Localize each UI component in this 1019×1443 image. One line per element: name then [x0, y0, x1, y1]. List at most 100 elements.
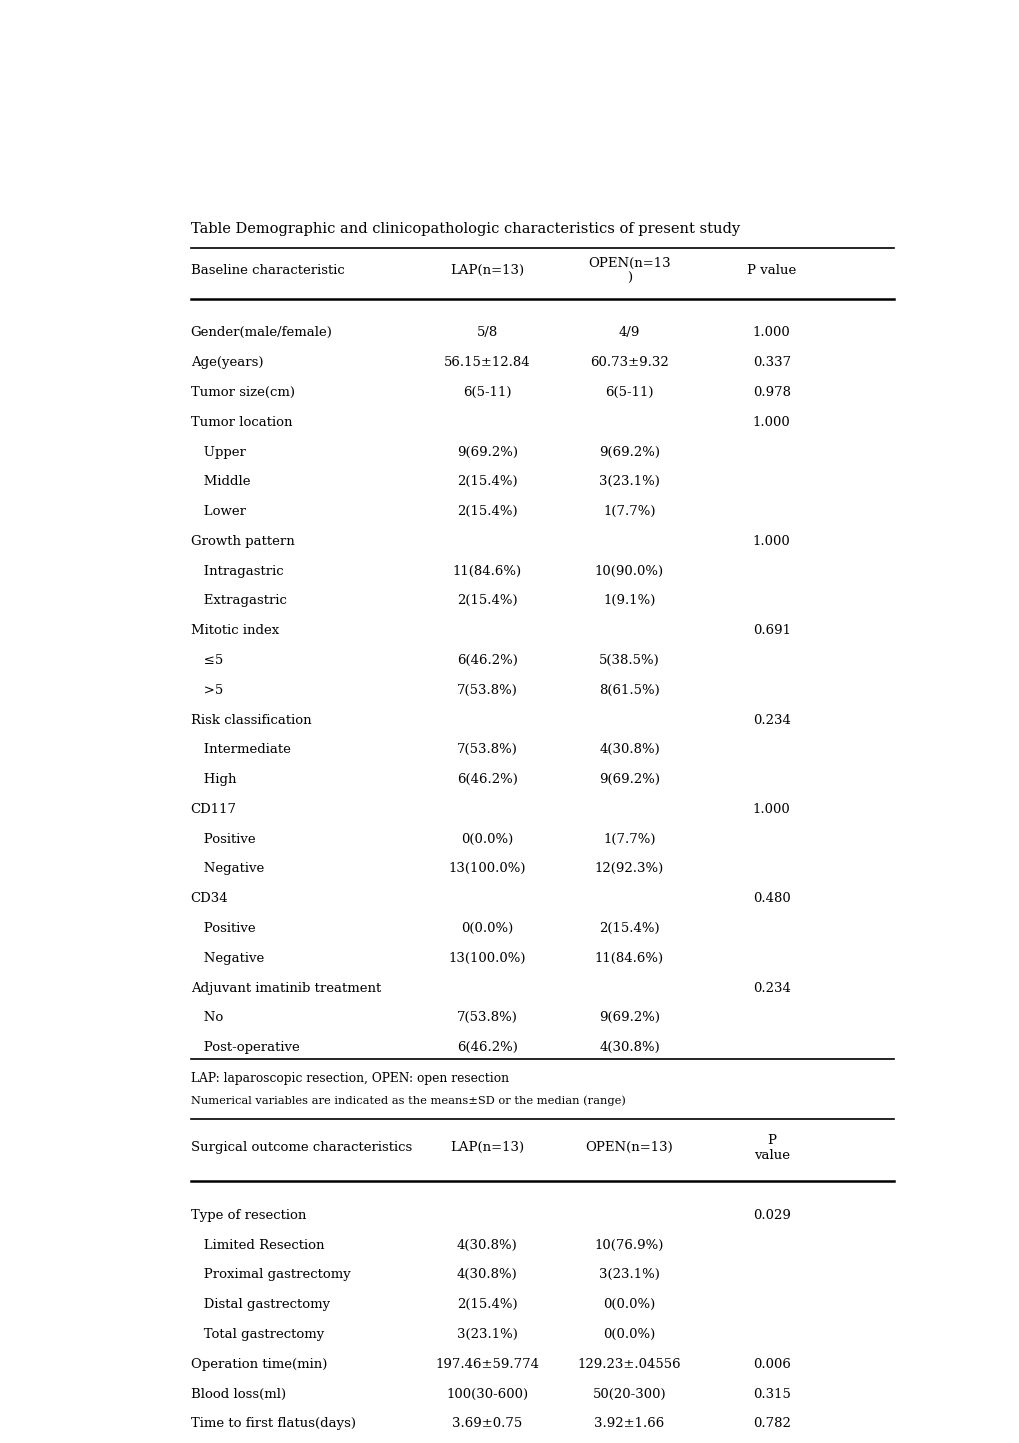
Text: Limited Resection: Limited Resection [191, 1238, 324, 1251]
Text: Middle: Middle [191, 475, 250, 488]
Text: 2(15.4%): 2(15.4%) [457, 505, 517, 518]
Text: LAP(n=13): LAP(n=13) [449, 264, 524, 277]
Text: 0(0.0%): 0(0.0%) [461, 922, 513, 935]
Text: Gender(male/female): Gender(male/female) [191, 326, 332, 339]
Text: P value: P value [746, 264, 796, 277]
Text: 0.315: 0.315 [752, 1388, 790, 1401]
Text: ≤5: ≤5 [191, 654, 223, 667]
Text: Positive: Positive [191, 922, 255, 935]
Text: >5: >5 [191, 684, 223, 697]
Text: 7(53.8%): 7(53.8%) [457, 1012, 517, 1025]
Text: 3(23.1%): 3(23.1%) [598, 1268, 659, 1281]
Text: Risk classification: Risk classification [191, 713, 311, 726]
Text: 9(69.2%): 9(69.2%) [598, 446, 659, 459]
Text: 50(20-300): 50(20-300) [592, 1388, 665, 1401]
Text: 7(53.8%): 7(53.8%) [457, 684, 517, 697]
Text: Lower: Lower [191, 505, 246, 518]
Text: 3.92±1.66: 3.92±1.66 [594, 1417, 664, 1430]
Text: 10(90.0%): 10(90.0%) [594, 564, 663, 577]
Text: 56.15±12.84: 56.15±12.84 [443, 356, 530, 369]
Text: Distal gastrectomy: Distal gastrectomy [191, 1299, 329, 1312]
Text: 10(76.9%): 10(76.9%) [594, 1238, 663, 1251]
Text: Numerical variables are indicated as the means±SD or the median (range): Numerical variables are indicated as the… [191, 1095, 625, 1107]
Text: Blood loss(ml): Blood loss(ml) [191, 1388, 285, 1401]
Text: Positive: Positive [191, 833, 255, 846]
Text: 9(69.2%): 9(69.2%) [598, 773, 659, 786]
Text: Extragastric: Extragastric [191, 595, 286, 608]
Text: CD117: CD117 [191, 802, 236, 815]
Text: Mitotic index: Mitotic index [191, 625, 279, 638]
Text: 1.000: 1.000 [752, 326, 790, 339]
Text: 1.000: 1.000 [752, 416, 790, 429]
Text: No: No [191, 1012, 223, 1025]
Text: 12(92.3%): 12(92.3%) [594, 863, 663, 876]
Text: 0(0.0%): 0(0.0%) [461, 833, 513, 846]
Text: Table Demographic and clinicopathologic characteristics of present study: Table Demographic and clinicopathologic … [191, 222, 739, 237]
Text: Proximal gastrectomy: Proximal gastrectomy [191, 1268, 351, 1281]
Text: 6(5-11): 6(5-11) [463, 385, 511, 400]
Text: 6(46.2%): 6(46.2%) [457, 773, 517, 786]
Text: Tumor size(cm): Tumor size(cm) [191, 385, 294, 400]
Text: 6(46.2%): 6(46.2%) [457, 1040, 517, 1053]
Text: 8(61.5%): 8(61.5%) [598, 684, 659, 697]
Text: OPEN(n=13
): OPEN(n=13 ) [588, 257, 671, 284]
Text: 11(84.6%): 11(84.6%) [452, 564, 522, 577]
Text: 1(9.1%): 1(9.1%) [602, 595, 655, 608]
Text: Time to first flatus(days): Time to first flatus(days) [191, 1417, 356, 1430]
Text: 0.978: 0.978 [752, 385, 790, 400]
Text: P
value: P value [753, 1134, 789, 1162]
Text: 2(15.4%): 2(15.4%) [457, 595, 517, 608]
Text: Total gastrectomy: Total gastrectomy [191, 1328, 324, 1341]
Text: 2(15.4%): 2(15.4%) [598, 922, 659, 935]
Text: 3.69±0.75: 3.69±0.75 [451, 1417, 522, 1430]
Text: 13(100.0%): 13(100.0%) [448, 863, 526, 876]
Text: Negative: Negative [191, 863, 264, 876]
Text: 9(69.2%): 9(69.2%) [598, 1012, 659, 1025]
Text: 11(84.6%): 11(84.6%) [594, 952, 663, 965]
Text: OPEN(n=13): OPEN(n=13) [585, 1141, 673, 1154]
Text: Intermediate: Intermediate [191, 743, 290, 756]
Text: Baseline characteristic: Baseline characteristic [191, 264, 344, 277]
Text: 0.691: 0.691 [752, 625, 790, 638]
Text: LAP: laparoscopic resection, OPEN: open resection: LAP: laparoscopic resection, OPEN: open … [191, 1072, 508, 1085]
Text: CD34: CD34 [191, 892, 228, 905]
Text: 0.234: 0.234 [752, 981, 790, 994]
Text: 9(69.2%): 9(69.2%) [457, 446, 518, 459]
Text: 0(0.0%): 0(0.0%) [603, 1299, 655, 1312]
Text: Type of resection: Type of resection [191, 1209, 306, 1222]
Text: 5(38.5%): 5(38.5%) [598, 654, 659, 667]
Text: 0.337: 0.337 [752, 356, 790, 369]
Text: 4/9: 4/9 [619, 326, 640, 339]
Text: 4(30.8%): 4(30.8%) [598, 1040, 659, 1053]
Text: 60.73±9.32: 60.73±9.32 [590, 356, 668, 369]
Text: Tumor location: Tumor location [191, 416, 292, 429]
Text: 5/8: 5/8 [476, 326, 497, 339]
Text: High: High [191, 773, 236, 786]
Text: Adjuvant imatinib treatment: Adjuvant imatinib treatment [191, 981, 381, 994]
Text: 2(15.4%): 2(15.4%) [457, 475, 517, 488]
Text: 0(0.0%): 0(0.0%) [603, 1328, 655, 1341]
Text: 0.029: 0.029 [752, 1209, 790, 1222]
Text: Negative: Negative [191, 952, 264, 965]
Text: Intragastric: Intragastric [191, 564, 283, 577]
Text: 4(30.8%): 4(30.8%) [457, 1268, 517, 1281]
Text: 0.234: 0.234 [752, 713, 790, 726]
Text: 0.480: 0.480 [752, 892, 790, 905]
Text: 13(100.0%): 13(100.0%) [448, 952, 526, 965]
Text: 1.000: 1.000 [752, 802, 790, 815]
Text: 0.006: 0.006 [752, 1358, 790, 1371]
Text: 4(30.8%): 4(30.8%) [457, 1238, 517, 1251]
Text: 6(5-11): 6(5-11) [604, 385, 653, 400]
Text: 2(15.4%): 2(15.4%) [457, 1299, 517, 1312]
Text: 1(7.7%): 1(7.7%) [602, 833, 655, 846]
Text: 0.782: 0.782 [752, 1417, 790, 1430]
Text: 7(53.8%): 7(53.8%) [457, 743, 517, 756]
Text: 197.46±59.774: 197.46±59.774 [435, 1358, 539, 1371]
Text: 1.000: 1.000 [752, 535, 790, 548]
Text: 100(30-600): 100(30-600) [445, 1388, 528, 1401]
Text: Surgical outcome characteristics: Surgical outcome characteristics [191, 1141, 412, 1154]
Text: Upper: Upper [191, 446, 246, 459]
Text: 3(23.1%): 3(23.1%) [457, 1328, 517, 1341]
Text: Age(years): Age(years) [191, 356, 263, 369]
Text: 129.23±.04556: 129.23±.04556 [577, 1358, 681, 1371]
